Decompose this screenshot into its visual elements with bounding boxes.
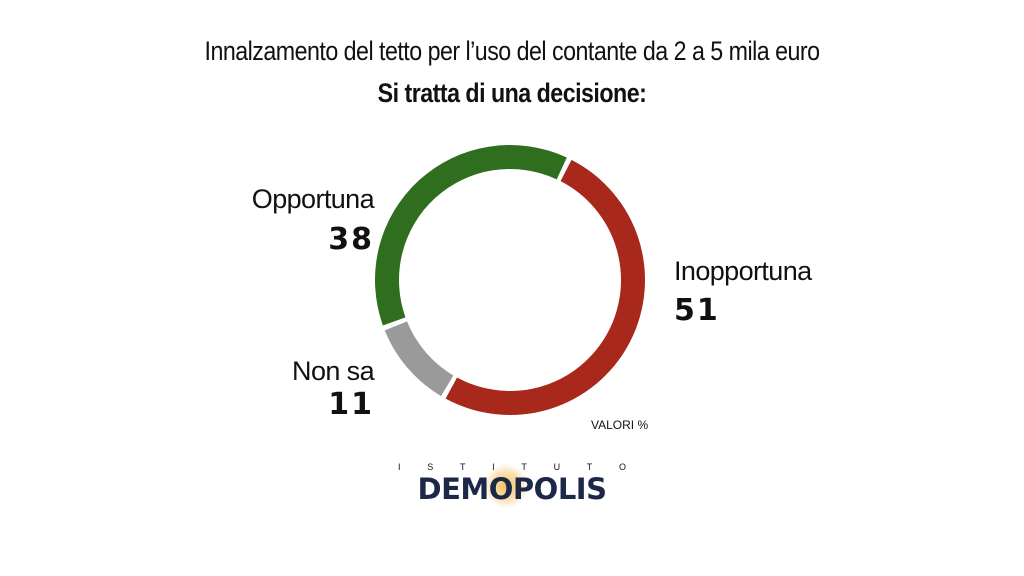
logo-letter: I [492, 462, 495, 472]
value-opportuna: 38 [328, 222, 374, 257]
logo-top-text: I S T I T U T O [398, 462, 626, 472]
donut-slice-opportuna [375, 145, 567, 326]
logo-letter: I [398, 462, 401, 472]
logo-letter: S [427, 462, 434, 472]
label-inopportuna: Inopportuna [674, 256, 812, 286]
logo-letter: T [459, 462, 466, 472]
demopolis-logo: I S T I T U T O DEMOPOLIS [398, 462, 626, 510]
unit-note: VALORI % [591, 418, 649, 432]
logo-letter: T [521, 462, 527, 472]
logo-letter: U [553, 462, 561, 472]
value-non-sa: 11 [328, 387, 374, 422]
donut-slice-non-sa [384, 321, 454, 397]
chart-title: Innalzamento del tetto per l’uso del con… [204, 36, 820, 66]
donut-slice-inopportuna [445, 159, 646, 416]
logo-main-text: DEMOPOLIS [417, 472, 607, 506]
logo-letter: T [586, 462, 593, 472]
label-non-sa: Non sa [292, 356, 375, 386]
logo-letter: O [618, 462, 626, 472]
label-opportuna: Opportuna [251, 184, 375, 214]
value-inopportuna: 51 [674, 293, 720, 328]
logo-glow [484, 464, 528, 508]
chart-subtitle: Si tratta di una decisione: [377, 78, 647, 108]
